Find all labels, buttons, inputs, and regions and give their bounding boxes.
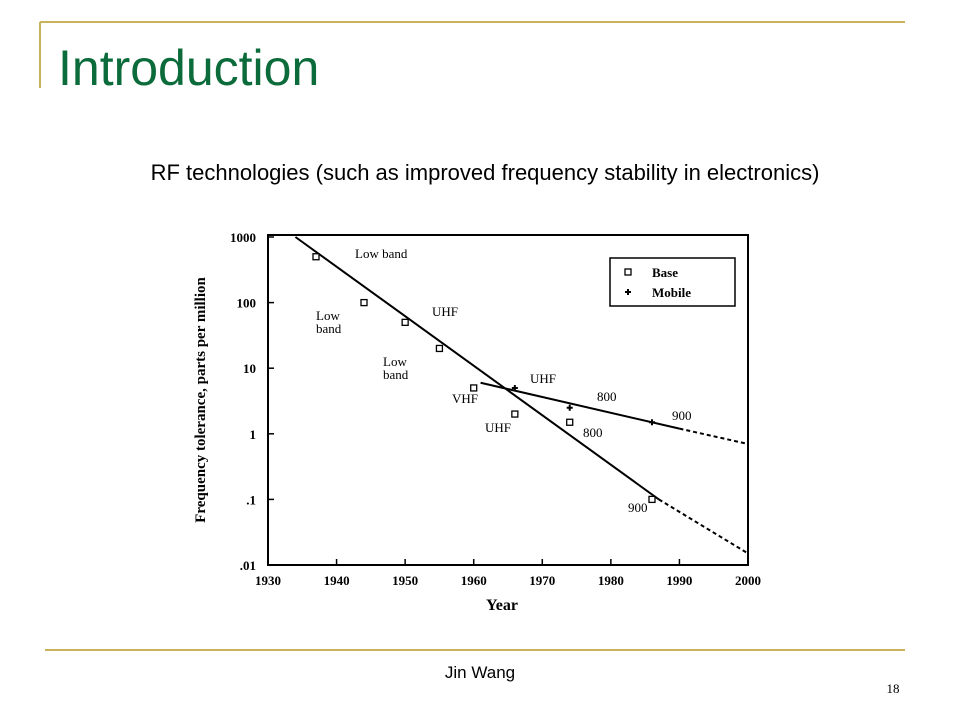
x-tick-label: 1950 [392, 573, 418, 588]
y-tick-label: 1 [250, 427, 257, 442]
annotation: Low band [355, 246, 408, 261]
trend-line [480, 381, 680, 430]
y-tick-label: .1 [246, 492, 256, 507]
base-point [470, 384, 478, 392]
trend-line [294, 236, 660, 501]
annotation: UHF [485, 420, 511, 435]
x-tick-label: 1990 [666, 573, 692, 588]
mobile-point [566, 404, 573, 411]
annotation: UHF [530, 371, 556, 386]
x-tick-label: 1940 [324, 573, 350, 588]
trend-line [658, 498, 749, 555]
annotation: VHF [452, 391, 478, 406]
slide-title: Introduction [58, 40, 319, 96]
legend-label: Mobile [652, 285, 691, 300]
base-point [511, 410, 519, 418]
x-axis-title: Year [486, 597, 518, 614]
plot-frame [267, 234, 749, 566]
y-tick-label: 100 [237, 296, 257, 311]
annotation: 900 [628, 500, 648, 515]
footer: Jin Wang [445, 663, 515, 682]
x-tick-label: 1970 [529, 573, 555, 588]
y-axis-title: Frequency tolerance, parts per million [193, 277, 209, 523]
legend-marker [624, 268, 632, 276]
legend-marker [625, 289, 631, 295]
x-tick-label: 1980 [598, 573, 624, 588]
annotation: Low band [316, 308, 342, 336]
page-number: 18 [887, 681, 900, 696]
x-tick-label: 1930 [255, 573, 281, 588]
x-tick-label: 1960 [461, 573, 487, 588]
base-point [648, 495, 656, 504]
x-tick-label: 2000 [735, 573, 761, 588]
legend-label: Base [652, 265, 678, 280]
base-point [435, 344, 444, 353]
base-point [312, 253, 320, 261]
y-tick-label: 10 [243, 361, 256, 376]
base-point [360, 298, 368, 307]
mobile-point [511, 384, 518, 391]
base-point [401, 318, 409, 326]
annotation: UHF [432, 304, 458, 319]
annotation: 900 [672, 408, 692, 423]
annotation: 800 [583, 425, 603, 440]
annotation: 800 [597, 389, 617, 404]
y-tick-label: .01 [240, 558, 256, 573]
subtitle: RF technologies (such as improved freque… [151, 160, 820, 185]
trend-line [679, 427, 749, 445]
mobile-point [649, 419, 655, 426]
legend-box [609, 257, 736, 307]
y-tick-label: 1000 [230, 230, 256, 245]
annotation: Low band [383, 354, 409, 382]
base-point [566, 418, 574, 426]
